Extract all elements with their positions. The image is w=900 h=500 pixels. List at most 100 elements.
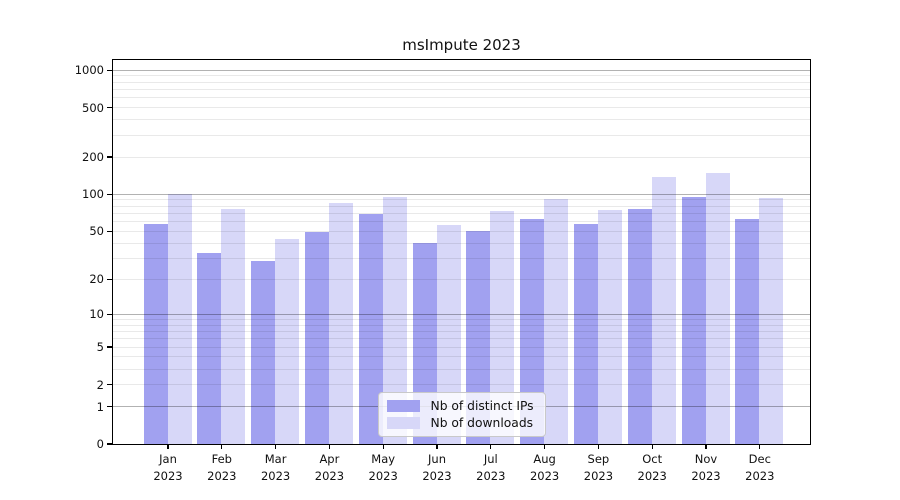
x-tick-mark [328, 444, 331, 449]
bar-distinct-ips-oct [627, 208, 652, 444]
x-tick-label: Dec 2023 [745, 452, 775, 483]
legend: Nb of distinct IPs Nb of downloads [377, 391, 546, 437]
x-tick-label: Jun 2023 [422, 452, 452, 483]
minor-gridline [112, 257, 810, 259]
bar-distinct-ips-apr [304, 231, 329, 444]
y-tick-mark [107, 230, 113, 232]
bar-downloads-feb [221, 209, 246, 444]
bar-downloads-sep [597, 209, 622, 444]
y-tick-label: 0 [96, 437, 104, 451]
bar-distinct-ips-feb [197, 252, 222, 444]
minor-gridline [112, 97, 810, 99]
y-tick-mark [107, 443, 113, 445]
x-tick-mark [167, 444, 169, 449]
minor-gridline [112, 199, 810, 201]
legend-item-distinct-ips: Nb of distinct IPs [386, 399, 536, 414]
minor-gridline [112, 331, 810, 332]
minor-gridline [112, 88, 810, 90]
x-tick-mark [543, 444, 546, 449]
y-tick-label: 1 [96, 399, 104, 414]
minor-gridline [112, 107, 810, 109]
bar-downloads-apr [328, 202, 353, 444]
x-tick-label: Jan 2023 [153, 452, 183, 483]
x-tick-mark [436, 444, 438, 449]
minor-gridline [112, 242, 810, 244]
legend-swatch-downloads [386, 417, 420, 429]
minor-gridline [112, 156, 810, 158]
y-tick-label: 50 [89, 224, 104, 239]
x-tick-mark [490, 444, 492, 449]
x-tick-label: Aug 2023 [529, 452, 560, 483]
x-tick-label: Nov 2023 [691, 452, 721, 483]
minor-gridline [112, 119, 810, 121]
grid-layer [112, 60, 810, 444]
legend-item-downloads: Nb of downloads [386, 416, 536, 431]
y-tick-mark [107, 383, 113, 386]
minor-gridline [112, 205, 810, 207]
minor-gridline [112, 338, 810, 340]
x-tick-label: Jul 2023 [476, 452, 506, 483]
y-tick-mark [107, 405, 113, 408]
y-tick-label: 1000 [74, 63, 104, 78]
y-tick-label: 200 [82, 150, 104, 164]
y-tick-mark [107, 106, 113, 109]
x-tick-label: Mar 2023 [260, 452, 291, 483]
minor-gridline [112, 384, 810, 386]
bar-downloads-nov [705, 173, 730, 444]
minor-gridline [112, 230, 810, 232]
y-tick-mark [107, 313, 113, 315]
y-tick-mark [107, 346, 113, 348]
x-tick-mark [597, 444, 600, 449]
y-tick-mark [107, 69, 113, 71]
x-tick-label: Feb 2023 [207, 452, 237, 483]
bar-downloads-aug [544, 198, 569, 444]
x-tick-label: Apr 2023 [314, 452, 345, 483]
y-tick-label: 2 [96, 377, 104, 392]
y-tick-mark [107, 278, 113, 280]
major-gridline [112, 193, 810, 195]
minor-gridline [112, 346, 810, 348]
y-tick-label: 10 [89, 307, 104, 322]
minor-gridline [112, 278, 810, 280]
bars-layer [113, 60, 810, 444]
y-tick-label: 100 [82, 187, 104, 202]
bar-downloads-jan [167, 193, 192, 444]
minor-gridline [112, 356, 810, 358]
x-tick-label: Sep 2023 [583, 452, 614, 483]
bar-distinct-ips-mar [251, 261, 276, 444]
x-tick-label: Oct 2023 [637, 452, 667, 483]
minor-gridline [112, 134, 810, 136]
x-tick-mark [705, 444, 707, 449]
minor-gridline [112, 324, 810, 326]
bar-distinct-ips-sep [573, 223, 598, 444]
bar-distinct-ips-jan [143, 223, 168, 444]
x-tick-label: May 2023 [368, 452, 398, 483]
y-tick-mark [107, 156, 113, 158]
y-tick-label: 20 [89, 272, 104, 287]
y-tick-label: 5 [96, 340, 104, 354]
minor-gridline [112, 212, 810, 214]
bar-distinct-ips-nov [681, 196, 706, 444]
minor-gridline [112, 75, 810, 77]
y-tick-label: 500 [82, 100, 104, 115]
minor-gridline [112, 368, 810, 370]
minor-gridline [112, 81, 810, 83]
bar-downloads-mar [275, 238, 300, 444]
x-tick-mark [382, 444, 384, 449]
x-tick-mark [651, 444, 653, 449]
legend-label-downloads: Nb of downloads [430, 416, 534, 430]
y-tick-mark [107, 193, 113, 195]
x-tick-mark [759, 444, 761, 449]
bar-distinct-ips-dec [735, 219, 760, 444]
bar-downloads-dec [759, 197, 784, 444]
major-gridline [112, 69, 810, 71]
minor-gridline [112, 318, 810, 320]
bar-downloads-oct [651, 177, 676, 444]
x-tick-mark [274, 444, 277, 449]
chart-title: msImpute 2023 [402, 36, 521, 54]
minor-gridline [112, 221, 810, 223]
legend-label-distinct-ips: Nb of distinct IPs [430, 399, 534, 413]
x-tick-mark [221, 444, 223, 449]
legend-swatch-distinct-ips [386, 400, 420, 412]
